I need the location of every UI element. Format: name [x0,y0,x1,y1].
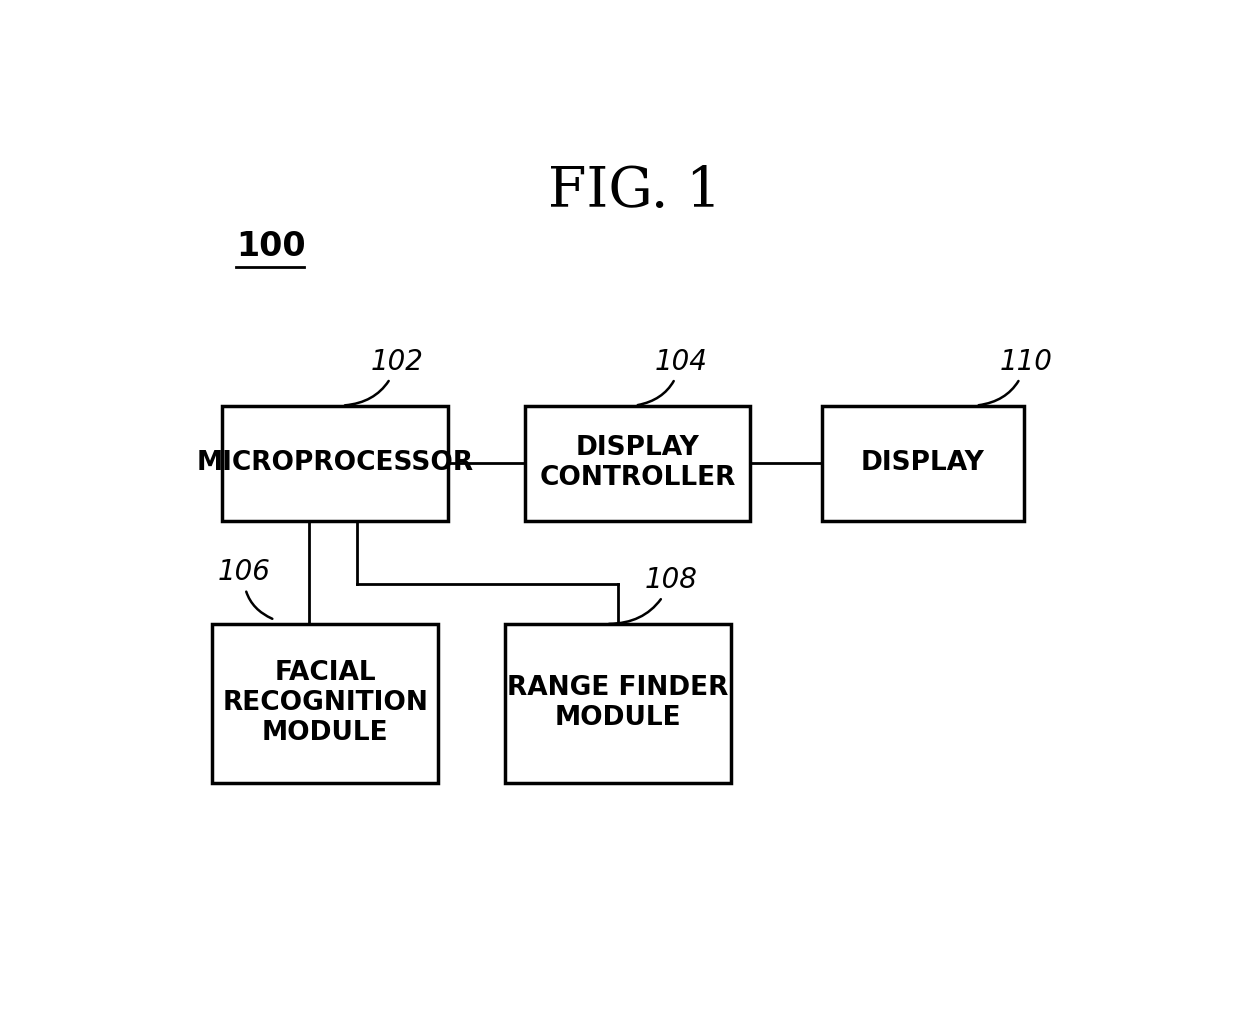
Text: 106: 106 [217,558,273,619]
Text: DISPLAY
CONTROLLER: DISPLAY CONTROLLER [539,435,736,491]
Bar [524,405,751,521]
Text: 110: 110 [979,347,1053,405]
Bar [506,624,731,783]
Text: MICROPROCESSOR: MICROPROCESSOR [196,451,473,476]
Bar [823,405,1023,521]
Text: 102: 102 [344,347,424,405]
Text: FACIAL
RECOGNITION
MODULE: FACIAL RECOGNITION MODULE [222,660,429,746]
Text: 108: 108 [608,566,698,624]
Text: DISPLAY: DISPLAY [861,451,985,476]
Text: 104: 104 [638,347,707,405]
Text: FIG. 1: FIG. 1 [549,164,721,219]
Text: RANGE FINDER
MODULE: RANGE FINDER MODULE [508,675,729,731]
Bar [222,405,447,521]
Bar [213,624,439,783]
Text: 100: 100 [237,230,306,263]
